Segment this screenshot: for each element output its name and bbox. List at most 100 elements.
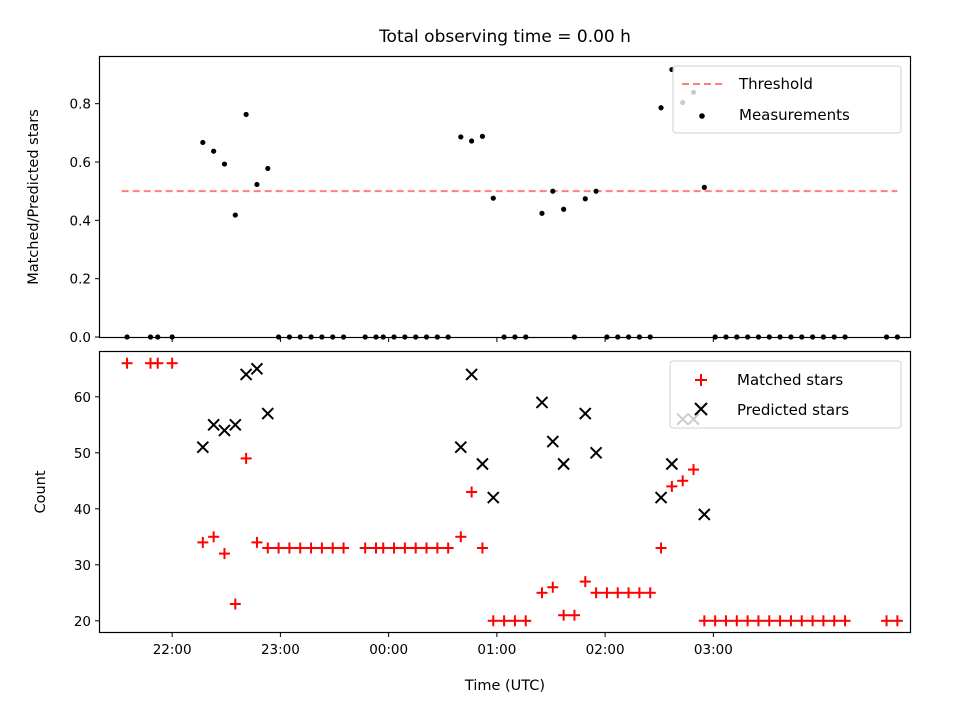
bottom-y-tick-label: 60 [74,390,91,406]
top-y-tick-label: 0.4 [70,213,91,229]
matched-star-point [305,542,317,554]
matched-star-point [487,615,499,627]
measurement-point [550,188,556,194]
bottom-y-axis-label: Count [33,470,49,513]
matched-star-point [197,536,209,548]
bottom-axes-frame [98,350,912,634]
matched-star-point [698,615,710,627]
matched-star-point [742,615,754,627]
measurement-point [561,206,567,212]
measurement-point [479,133,486,139]
matched-star-point [807,615,819,627]
matched-star-point [455,531,467,543]
bottom-y-tick-label: 30 [74,558,91,574]
measurement-point [469,138,475,144]
measurement-point [254,181,260,188]
bottom-x-tick-label: 22:00 [153,642,192,658]
bottom-x-tick-label: 03:00 [694,642,733,658]
matched-star-point [796,615,808,627]
matched-star-point [359,542,371,554]
bottom-x-tick-label: 01:00 [477,642,516,658]
bottom-y-tick-label: 20 [74,614,91,630]
matched-star-point [476,542,488,554]
predicted-star-point [476,457,489,471]
matched-star-point [431,542,443,554]
matched-star-point [218,548,230,560]
matched-stars-legend-label: Matched stars [737,371,843,389]
matched-star-point [208,531,220,543]
predicted-star-point [229,418,242,432]
matched-star-point [262,542,274,554]
top-y-axis-label: Matched/Predicted stars [26,109,42,285]
predicted-star-point [454,440,468,454]
matched-star-point [509,615,521,627]
bottom-x-tick-label: 02:00 [586,642,625,658]
matched-star-point [677,475,689,487]
bottom-y-tick-label: 50 [74,446,91,462]
matched-star-point [498,615,510,627]
matched-star-point [731,615,743,627]
measurement-point [701,184,707,190]
bottom-x-tick-label: 23:00 [261,642,300,658]
matched-star-point [655,542,667,554]
bottom-x-tick-label: 00:00 [369,642,408,658]
matched-star-point [720,615,732,627]
measurements-legend-label: Measurements [739,106,850,124]
measurement-point [539,210,545,216]
matched-star-point [421,542,433,554]
matched-star-point [763,615,775,627]
matched-star-point [547,581,559,593]
predicted-star-point [196,440,210,454]
predicted-star-point [261,407,274,420]
matched-star-point [121,357,133,369]
matched-star-point [316,542,328,554]
bottom-panel: 20 30 40 50 60 22:00 23:00 00:00 01:00 02:00 03:0… [33,350,912,694]
matched-star-point [283,542,295,554]
matched-star-point [891,615,903,627]
measurements-legend-marker [699,113,705,119]
matched-star-point [240,452,252,464]
predicted-star-point [250,362,264,376]
predicted-star-point [546,435,560,448]
x-axis-label: Time (UTC) [464,678,545,694]
matched-star-point [881,615,893,627]
predicted-stars-legend-label: Predicted stars [737,401,849,419]
measurement-point [243,111,249,118]
matched-star-point [709,615,721,627]
matched-star-point [410,542,422,554]
measurement-point [658,105,664,111]
threshold-legend-label: Threshold [738,75,813,93]
matched-star-point [466,486,478,498]
bottom-points-layer [121,357,903,627]
matched-star-point [229,598,241,610]
top-y-tick-label: 0.2 [70,272,91,288]
matched-star-point [568,609,580,621]
bottom-y-ticks: 20 30 40 50 60 [74,390,100,630]
matched-star-point [817,615,829,627]
matched-star-point [273,542,285,554]
predicted-star-point [579,407,592,420]
top-axes-frame [98,55,912,339]
matched-star-point [774,615,786,627]
matched-star-point [579,576,591,588]
matched-star-point [785,615,797,627]
matched-star-point [558,609,570,621]
matched-star-point [752,615,764,627]
measurement-point [221,161,228,167]
bottom-legend: Matched stars Predicted stars [669,360,902,429]
predicted-star-point [465,368,478,381]
predicted-star-point [535,396,549,409]
bottom-legend-box [669,360,902,429]
measurement-point [582,196,588,202]
matched-star-point [327,542,339,554]
measurement-point [490,195,496,201]
top-legend-box [672,65,902,134]
predicted-star-point [698,508,711,521]
top-y-tick-label: 0.6 [70,155,91,171]
matched-star-point [442,542,454,554]
predicted-stars-legend-marker [694,402,708,416]
top-x-ticks [171,337,714,342]
measurement-point [458,134,464,140]
top-y-ticks: 0.0 0.2 0.4 0.6 0.8 [70,97,100,346]
